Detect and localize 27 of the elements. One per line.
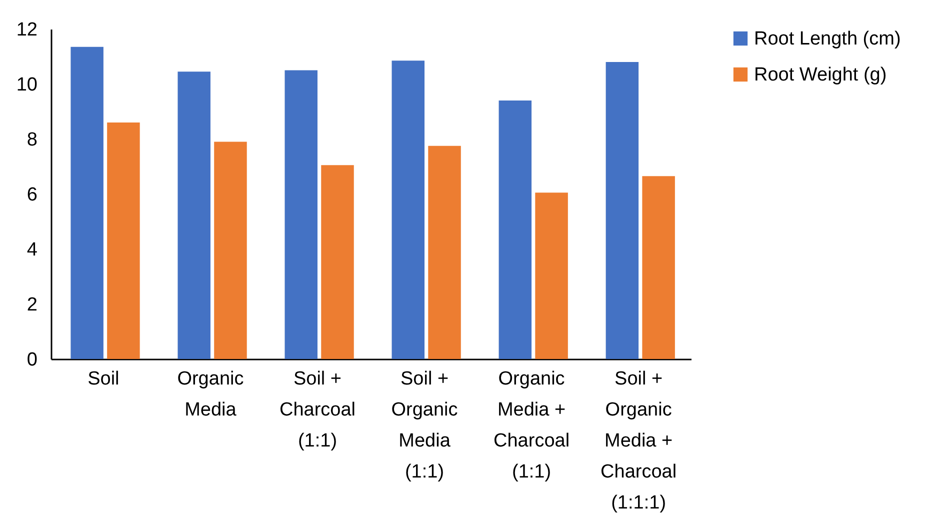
bar (642, 176, 675, 359)
bar (284, 70, 318, 359)
bar (178, 72, 210, 359)
bar (498, 100, 532, 359)
legend-label: Root Weight (g) (754, 64, 887, 86)
x-tick-label: Soil + Organic Media (1:1) (391, 368, 458, 482)
x-tick-label: Soil + Charcoal (1:1) (279, 368, 356, 452)
y-tick-label: 8 (26, 130, 38, 150)
y-tick-label: 12 (16, 20, 38, 40)
bar (321, 165, 354, 359)
bar (606, 62, 639, 359)
x-tick-label: Organic Media (177, 368, 244, 420)
bar (214, 142, 247, 359)
bar (428, 146, 461, 359)
y-tick-label: 2 (26, 294, 38, 316)
y-tick-label: 0 (26, 350, 38, 370)
x-tick-label: Organic Media + Charcoal (1:1) (494, 368, 570, 482)
y-tick-label: 10 (16, 74, 38, 96)
y-tick-label: 6 (26, 184, 38, 206)
y-tick-label: 4 (26, 240, 38, 260)
bar (392, 60, 425, 359)
x-tick-label: Soil (88, 368, 120, 390)
legend-label: Root Length (cm) (754, 28, 901, 50)
bar (535, 192, 568, 359)
bar (107, 122, 140, 359)
x-tick-label: Soil + Organic Media + Charcoal (1:1:1) (600, 368, 677, 514)
bar (70, 46, 104, 359)
